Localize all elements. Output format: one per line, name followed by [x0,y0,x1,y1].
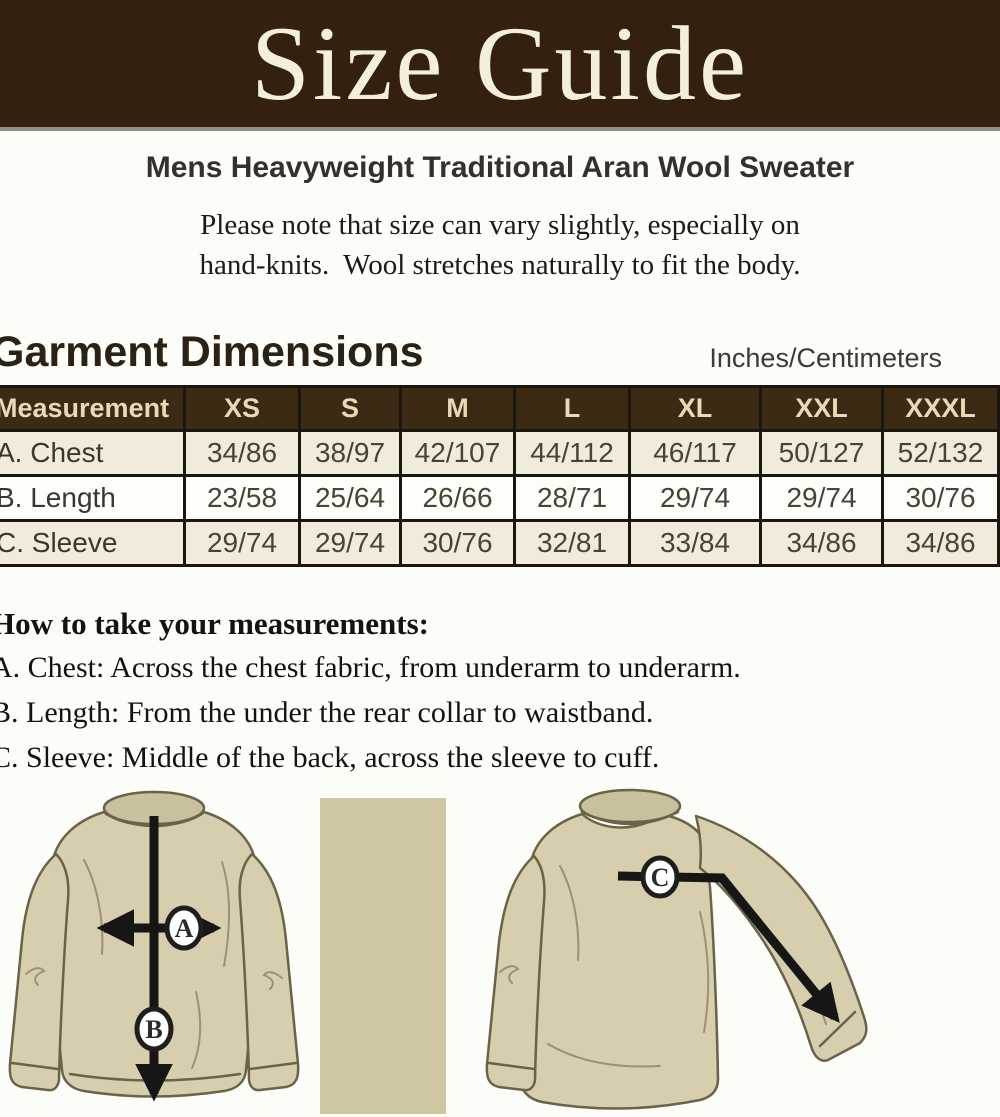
measure-a-badge [164,905,204,951]
sweater-left-sleeve [8,852,70,1092]
fold-line [547,1043,661,1068]
size-cell: 34/86 [183,429,301,477]
size-chart-header-row: Measurement XS S M L XL XXL XXXL [0,385,1000,432]
size-cell: 34/86 [759,519,884,567]
page-title: Size Guide [250,4,750,122]
fold-line [262,971,283,990]
size-cell: 32/81 [513,519,631,567]
col-header-m: M [399,385,516,432]
col-header-measurement: Measurement [0,385,186,432]
units-label: Inches/Centimeters [709,343,942,373]
col-header-l: L [513,385,631,432]
size-cell: 26/66 [399,474,516,522]
size-row-sleeve: C. Sleeve 29/74 29/74 30/76 32/81 33/84 … [0,519,1000,567]
row-label-sleeve: C. Sleeve [0,519,186,567]
sweater-front-illustration: A B [8,790,300,1102]
instructions-heading: How to take your measurements: [0,606,429,641]
fold-line [559,865,580,961]
dimensions-heading: Garment Dimensions [0,328,424,376]
sweater-body [518,812,720,1110]
size-cell: 42/107 [399,429,516,477]
col-header-xs: XS [183,385,301,432]
cuff-seam [818,1010,857,1048]
measure-a-label: A [175,914,194,943]
size-cell: 38/97 [298,429,402,477]
cuff-seam [487,1061,536,1071]
size-cell: 46/117 [628,429,762,477]
size-cell: 33/84 [628,519,762,567]
size-cell: 34/86 [881,519,1000,567]
col-header-xxl: XXL [759,385,884,432]
instruction-length-line: B. Length: From the under the rear colla… [0,696,654,729]
size-cell: 50/127 [759,429,884,477]
col-header-xl: XL [628,385,762,432]
sweater-extended-sleeve [694,814,868,1062]
measure-c-label: C [651,863,670,892]
size-cell: 25/64 [298,474,402,522]
size-cell: 28/71 [513,474,631,522]
size-row-length: B. Length 23/58 25/64 26/66 28/71 29/74 … [0,474,1000,522]
fabric-swatch [320,798,446,1114]
fold-line [221,861,230,967]
size-cell: 44/112 [513,429,631,477]
cuff-seam [248,1061,298,1071]
fold-line [25,967,46,986]
measurement-diagram: A B C [8,788,868,1114]
measure-b-badge [134,1006,174,1052]
row-label-chest: A. Chest [0,429,186,477]
row-label-length: B. Length [0,474,186,522]
dimensions-header-row: Garment Dimensions Inches/Centimeters [0,327,1000,377]
cuff-seam [10,1061,60,1071]
banner: Size Guide [0,0,1000,131]
measurement-instructions: How to take your measurements: A. Chest:… [0,603,1000,780]
measure-b-label: B [145,1015,162,1044]
instruction-chest-line: A. Chest: Across the chest fabric, from … [0,651,741,684]
size-cell: 52/132 [881,429,1000,477]
size-cell: 29/74 [298,519,402,567]
size-cell: 29/74 [759,474,884,522]
sweater-left-sleeve [485,854,546,1092]
size-chart-table: Measurement XS S M L XL XXL XXXL A. Ches… [0,385,1000,567]
size-cell: 30/76 [881,474,1000,522]
instruction-sleeve-line: C. Sleeve: Middle of the back, across th… [0,741,660,774]
fold-line [699,911,710,1033]
product-name: Mens Heavyweight Traditional Aran Wool S… [145,151,855,184]
size-note: Please note that size can vary slightly,… [199,209,801,281]
size-cell: 23/58 [183,474,301,522]
size-row-chest: A. Chest 34/86 38/97 42/107 44/112 46/11… [0,429,1000,477]
size-cell: 29/74 [628,474,762,522]
collar-band-seam [580,810,680,826]
sweater-sleeve-illustration: C [485,788,868,1110]
fold-line [499,965,520,984]
col-header-xxxl: XXXL [881,385,1000,432]
collar [578,788,682,824]
measure-c-badge [640,855,680,899]
size-cell: 29/74 [183,519,301,567]
col-header-s: S [298,385,402,432]
fold-line [191,991,202,1069]
size-cell: 30/76 [399,519,516,567]
